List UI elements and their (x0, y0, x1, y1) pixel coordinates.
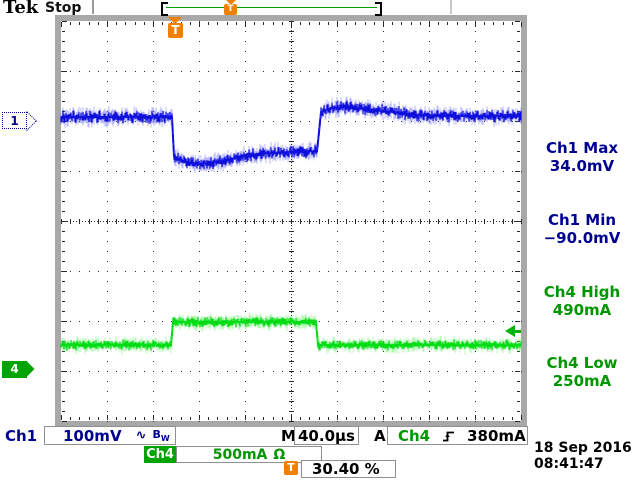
ch4-trace (60, 316, 522, 351)
graticule-frame (55, 15, 61, 427)
ch1-scale-readout: 100mV ∿ BW (44, 426, 176, 445)
timebase-label: M (281, 427, 296, 445)
ch4-scale-readout: 500mA Ω (176, 446, 322, 463)
measurement-label: Ch1 Min (547, 211, 617, 229)
tek-logo: Tek (3, 0, 39, 18)
trigger-position-arrow-icon (168, 17, 182, 24)
trigger-level-arrow-shaft (514, 330, 521, 333)
graticule-frame (55, 15, 527, 21)
trigger-source: Ch4 (398, 426, 431, 445)
rising-edge-icon (443, 431, 455, 441)
ch4-ground-marker: 4 (2, 361, 27, 378)
graticule-frame (521, 15, 527, 427)
date-text: 18 Sep 2016 (534, 440, 632, 456)
acquisition-status: Stop (45, 0, 82, 16)
trigger-a-label: A (374, 427, 386, 445)
topbar-divider (92, 0, 94, 14)
measurement-ch1-max: Ch1 Max 34.0mV (526, 139, 638, 175)
measurement-label: Ch4 High (543, 283, 621, 301)
ch1-scale-value: 100mV (63, 426, 122, 445)
ch1-label: Ch1 (5, 427, 38, 445)
measurement-value: −90.0mV (543, 229, 621, 247)
measurement-ch4-low: Ch4 Low 250mA (526, 354, 638, 390)
ch1-ground-marker: 1 (2, 112, 27, 129)
measurement-value: 250mA (552, 372, 612, 390)
trigger-level-arrow-icon (505, 325, 521, 337)
measurement-value: 490mA (552, 301, 612, 319)
record-right-bracket (375, 2, 382, 16)
trigger-position-badge-icon: T (284, 461, 298, 475)
timebase-readout: 40.0µs (294, 426, 359, 445)
ch1-trace (60, 100, 522, 170)
time-text: 08:41:47 (534, 456, 604, 472)
trigger-position-readout: 30.40 % (301, 460, 396, 478)
trigger-level-arrow-tip (505, 325, 515, 337)
measurement-label: Ch4 Low (546, 354, 618, 372)
topbar-divider-2 (450, 0, 452, 14)
ohm-icon: Ω (273, 446, 286, 463)
record-line (166, 7, 377, 8)
measurement-ch1-min: Ch1 Min −90.0mV (526, 211, 638, 247)
graticule-frame (55, 421, 527, 427)
trigger-readout: Ch4 380mA (387, 426, 528, 445)
measurement-label: Ch1 Max (545, 139, 619, 157)
record-view-bar: T (161, 0, 382, 16)
timebase-value: 40.0µs (298, 426, 355, 445)
record-left-bracket (161, 2, 168, 16)
ac-coupling-icon: ∿ (135, 428, 147, 443)
ch4-label-badge: Ch4 (144, 446, 176, 463)
trigger-position-value: 30.40 % (312, 460, 380, 478)
trigger-position-t-icon: T (168, 23, 183, 38)
measurement-ch4-high: Ch4 High 490mA (526, 283, 638, 319)
bandwidth-limit-icon: BW (152, 427, 170, 444)
trigger-level-value: 380mA (467, 426, 526, 445)
record-trigger-t-icon: T (224, 4, 237, 15)
ch4-scale-value: 500mA (212, 446, 268, 463)
measurement-value: 34.0mV (549, 157, 615, 175)
record-trigger-arrow-icon (226, 0, 236, 5)
